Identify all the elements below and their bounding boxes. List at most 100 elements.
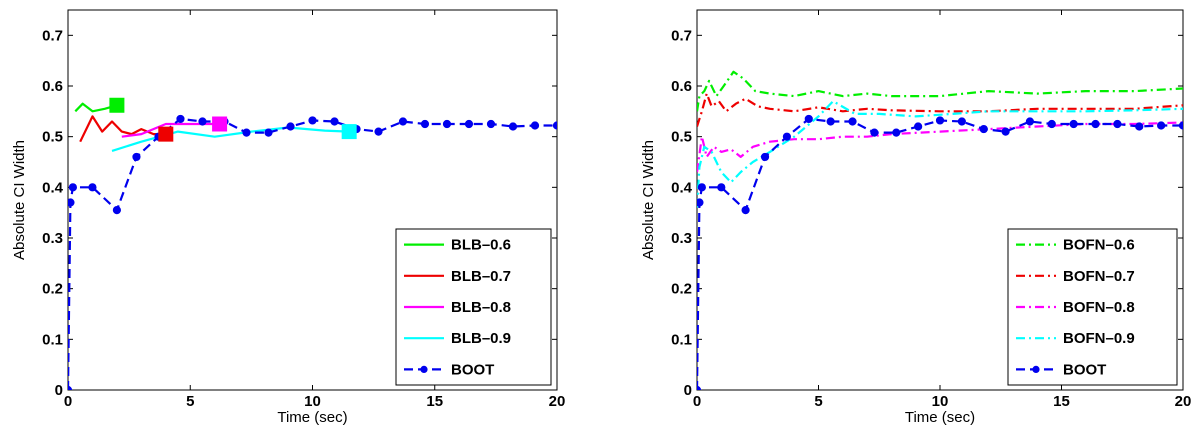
- series-point: [68, 198, 75, 207]
- x-axis-label: Time (sec): [905, 409, 975, 426]
- legend-entry-label: BOFN–0.6: [1063, 237, 1135, 254]
- series-point: [308, 116, 317, 125]
- series-point: [330, 117, 339, 126]
- series-point: [1157, 121, 1166, 130]
- series-point: [848, 117, 857, 126]
- series-point: [286, 122, 295, 131]
- series-point: [398, 117, 408, 126]
- series-point: [264, 128, 273, 137]
- y-axis-label: Absolute CI Width: [640, 140, 657, 260]
- x-tick-label: 20: [549, 393, 566, 410]
- legend: BLB–0.6 BLB–0.7 BLB–0.8 BLB–0.9 BOOT: [395, 228, 552, 386]
- series-point: [957, 117, 966, 126]
- legend-entry-label: BOOT: [451, 361, 494, 378]
- plot-area: [68, 102, 557, 390]
- y-tick-label: 0.5: [42, 129, 63, 146]
- x-tick-label: 10: [304, 393, 321, 410]
- series-point: [697, 183, 706, 192]
- y-tick-label: 0.6: [671, 78, 692, 95]
- y-tick-label: 0.1: [671, 331, 692, 348]
- legend-entry-label: BOFN–0.9: [1063, 330, 1135, 347]
- x-tick-label: 5: [814, 393, 822, 410]
- series-point: [112, 206, 122, 215]
- series-point: [717, 183, 726, 192]
- series-point: [442, 119, 452, 129]
- series-point: [552, 121, 557, 130]
- series-point: [176, 114, 185, 124]
- legend-entry-label: BLB–0.8: [451, 299, 511, 316]
- series-end-marker: [212, 116, 228, 132]
- series-point: [420, 119, 430, 129]
- series-point: [1091, 119, 1100, 129]
- y-axis-label: Absolute CI Width: [11, 140, 28, 260]
- x-tick-label: 15: [426, 393, 443, 410]
- series-point: [68, 385, 73, 390]
- y-tick-label: 0.4: [671, 179, 693, 196]
- series-point: [935, 116, 945, 125]
- series-point: [132, 152, 141, 162]
- series-point: [1069, 119, 1078, 129]
- series-point: [508, 122, 518, 131]
- series-point: [760, 152, 770, 162]
- series-point: [826, 117, 835, 126]
- series-point: [697, 198, 704, 207]
- plot-area: [697, 70, 1183, 390]
- y-tick-label: 0.7: [671, 27, 692, 44]
- series-line-2: [79, 115, 166, 143]
- series-line-3: [697, 121, 1183, 173]
- x-tick-label: 15: [1053, 393, 1070, 410]
- series-point: [892, 128, 901, 137]
- legend-entry-label: BOOT: [1063, 361, 1106, 378]
- y-tick-label: 0.2: [42, 281, 63, 298]
- series-point: [1178, 121, 1183, 130]
- legend-entry-label: BOFN–0.7: [1063, 268, 1135, 285]
- series-point: [1047, 119, 1056, 129]
- y-tick-label: 0.5: [671, 129, 692, 146]
- legend-entry-label: BLB–0.7: [451, 268, 511, 285]
- series-point: [782, 132, 792, 141]
- series-point: [697, 385, 702, 390]
- x-tick-label: 0: [64, 393, 72, 410]
- series-point: [242, 128, 251, 137]
- series-end-marker: [158, 126, 174, 142]
- y-tick-label: 0.2: [671, 281, 692, 298]
- series-point: [870, 128, 879, 137]
- series-point: [1025, 117, 1035, 126]
- y-tick-label: 0.4: [42, 179, 64, 196]
- series-point: [1135, 122, 1144, 131]
- series-point: [741, 206, 750, 215]
- y-tick-label: 0.7: [42, 27, 63, 44]
- y-tick-label: 0: [684, 382, 692, 399]
- x-tick-label: 5: [186, 393, 194, 410]
- y-tick-label: 0.3: [42, 230, 63, 247]
- legend-entry-label: BLB–0.6: [451, 237, 511, 254]
- series-point: [979, 124, 988, 134]
- x-tick-label: 20: [1175, 393, 1192, 410]
- series-line-4: [111, 126, 350, 152]
- legend-swatch-marker: [420, 365, 428, 373]
- series-point: [486, 119, 496, 129]
- y-tick-label: 0.1: [42, 331, 63, 348]
- y-tick-label: 0.3: [671, 230, 692, 247]
- y-tick-label: 0: [55, 382, 63, 399]
- series-point: [88, 183, 97, 192]
- series-point: [374, 127, 383, 136]
- legend-swatch-marker: [1032, 365, 1040, 373]
- series-point: [1001, 127, 1010, 136]
- y-tick-label: 0.6: [42, 78, 63, 95]
- x-axis-label: Time (sec): [277, 409, 347, 426]
- series-point: [198, 117, 207, 126]
- x-tick-label: 10: [932, 393, 949, 410]
- series-point: [1113, 119, 1122, 129]
- series-line-4: [697, 100, 1183, 208]
- chart-panel-1: 0 5 10 15 20 0 0.1 0.2 0.3 0.4 0.5 0.6 0.7 Time (sec)…: [11, 9, 566, 426]
- x-tick-label: 0: [693, 393, 701, 410]
- series-point: [804, 114, 813, 124]
- series-point: [68, 183, 77, 192]
- series-end-marker: [109, 97, 125, 113]
- series-point: [530, 121, 540, 130]
- series-line-1: [697, 70, 1183, 112]
- chart-panel-2: 0 5 10 15 20 0 0.1 0.2 0.3 0.4 0.5 0.6 0.7 Time (sec)…: [640, 9, 1192, 426]
